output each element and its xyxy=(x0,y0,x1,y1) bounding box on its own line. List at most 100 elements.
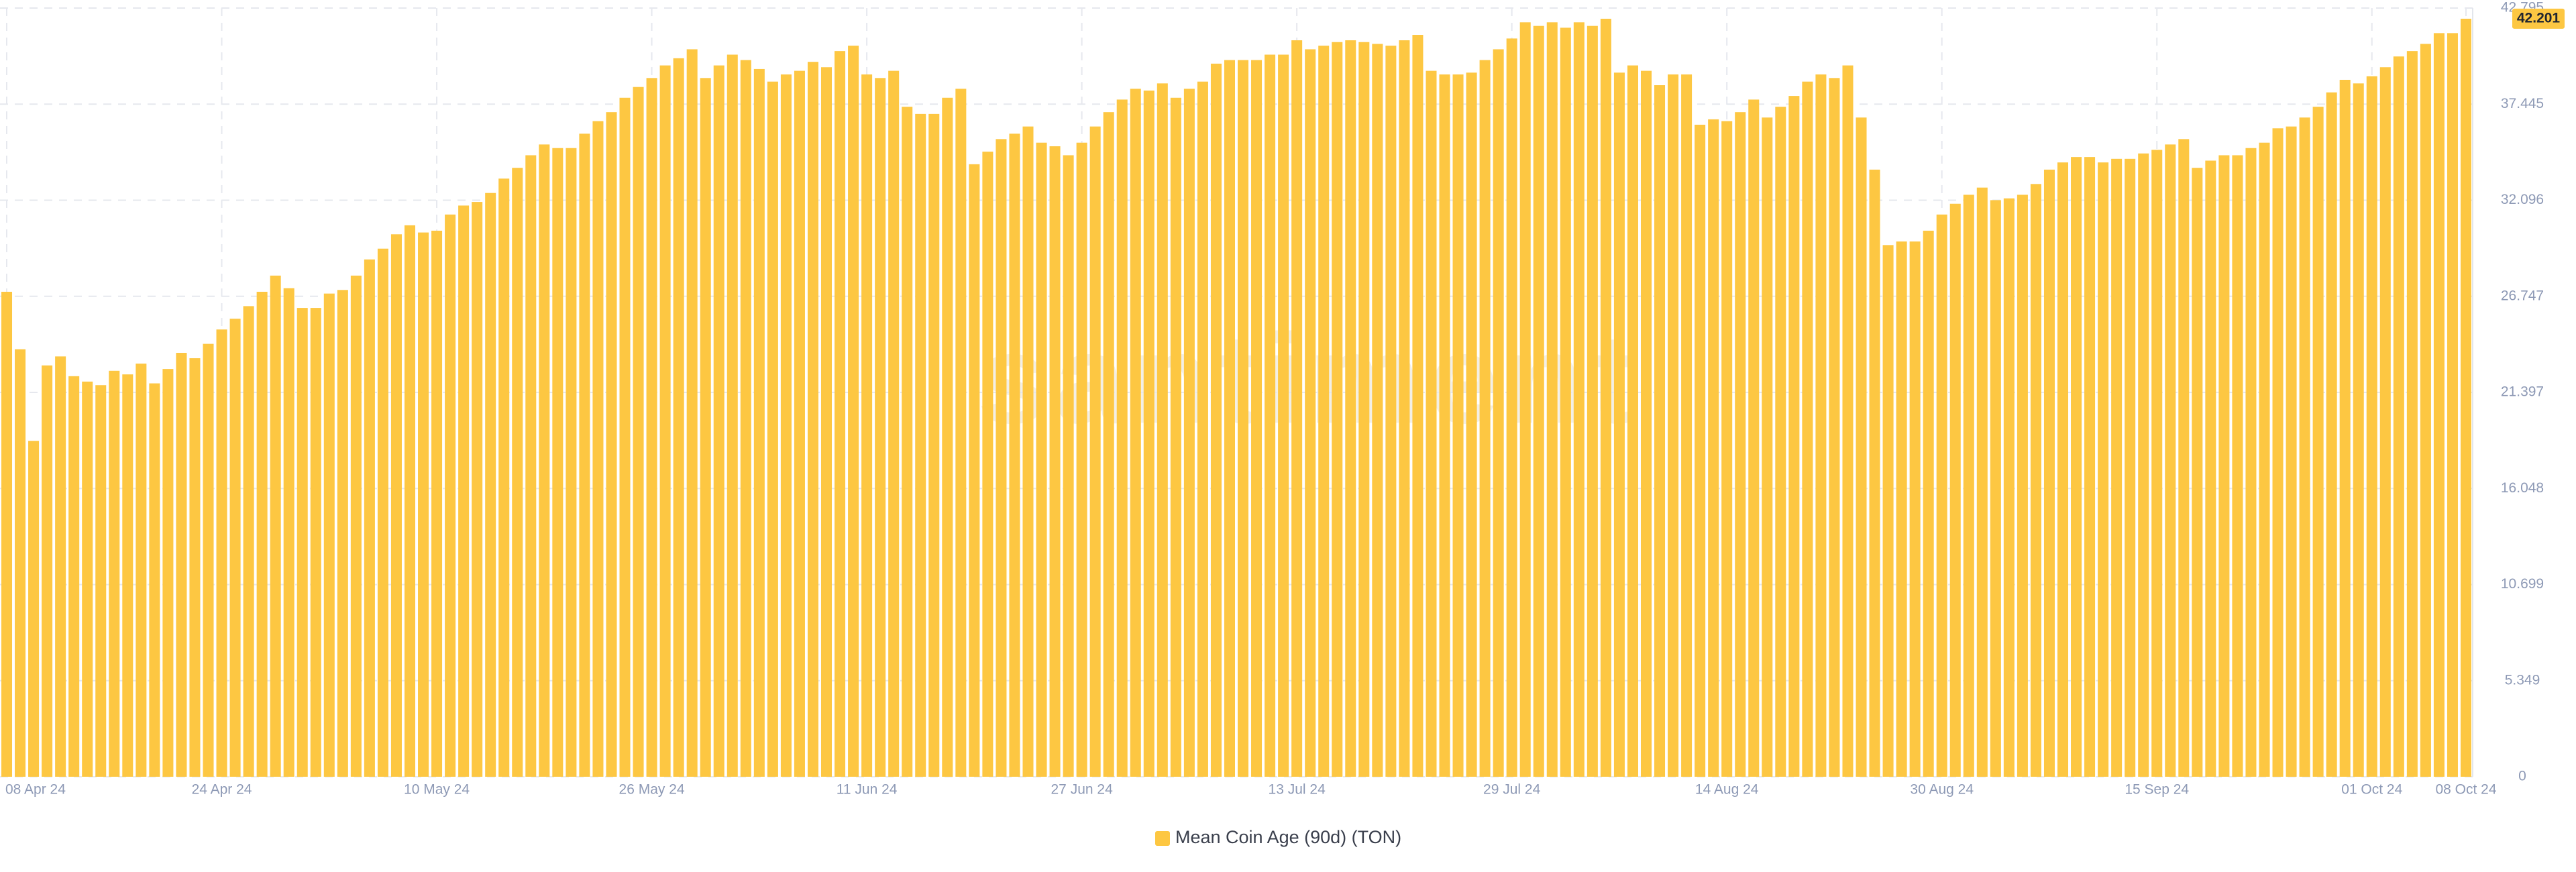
bar xyxy=(1493,49,1504,777)
bar xyxy=(1923,230,1934,777)
bar xyxy=(2312,107,2324,777)
bar xyxy=(390,234,402,777)
x-tick-label: 29 Jul 24 xyxy=(1483,782,1541,798)
bar xyxy=(15,349,26,777)
y-tick-label: 32.096 xyxy=(2501,192,2544,207)
bar xyxy=(1466,72,1477,777)
bar xyxy=(1412,35,1424,777)
bar xyxy=(2259,142,2270,777)
bar xyxy=(1170,97,1181,777)
bar xyxy=(1613,72,1625,777)
bar xyxy=(848,46,859,777)
y-tick-label: 21.397 xyxy=(2501,384,2544,400)
bar xyxy=(1802,81,1813,777)
bar xyxy=(753,68,765,777)
x-tick-label: 30 Aug 24 xyxy=(1910,782,1974,798)
bar xyxy=(1143,91,1155,777)
bar xyxy=(2245,148,2257,777)
bar xyxy=(1291,40,1303,777)
bar xyxy=(2043,169,2055,777)
bar xyxy=(445,214,456,777)
bar xyxy=(1721,121,1733,777)
legend-label: Mean Coin Age (90d) (TON) xyxy=(1175,827,1401,847)
last-value-label: 42.201 xyxy=(2517,10,2561,25)
bar xyxy=(512,168,523,777)
bar xyxy=(1735,112,1746,777)
bar xyxy=(525,155,537,777)
bar xyxy=(162,369,174,777)
bar xyxy=(1869,169,1880,777)
bar xyxy=(1197,81,1208,777)
bar xyxy=(1063,155,1074,777)
bar xyxy=(68,376,80,777)
x-tick-label: 11 Jun 24 xyxy=(837,782,898,798)
bar xyxy=(216,329,227,777)
bar xyxy=(2366,76,2377,777)
bar xyxy=(283,288,294,777)
bar xyxy=(740,60,751,777)
bar xyxy=(1775,107,1786,777)
bar xyxy=(996,139,1007,777)
bar xyxy=(2433,33,2445,777)
x-tick-label: 10 May 24 xyxy=(404,782,470,798)
bar xyxy=(2098,162,2109,777)
bar xyxy=(1627,65,1638,777)
bar xyxy=(28,441,40,777)
bar xyxy=(1358,42,1370,777)
bar xyxy=(1990,200,2001,777)
y-tick-label: 37.445 xyxy=(2501,96,2544,111)
x-tick-label: 14 Aug 24 xyxy=(1695,782,1759,798)
legend: Mean Coin Age (90d) (TON) xyxy=(1155,827,1401,847)
bar xyxy=(2339,79,2351,777)
bar xyxy=(2030,184,2041,777)
bar xyxy=(807,62,818,777)
bar xyxy=(727,54,738,777)
last-value-marker xyxy=(2512,8,2565,29)
bar xyxy=(1305,49,1316,777)
bar xyxy=(1210,63,1222,777)
bar xyxy=(1345,40,1356,777)
bar xyxy=(1519,22,1531,777)
bar xyxy=(136,364,147,777)
bar xyxy=(1842,65,1854,777)
bar xyxy=(297,308,308,777)
y-tick-label: 5.349 xyxy=(2505,672,2540,688)
bar xyxy=(1681,74,1693,777)
bar xyxy=(633,87,644,777)
bar xyxy=(2232,155,2243,777)
bar xyxy=(498,178,510,777)
bar xyxy=(364,259,375,777)
bar xyxy=(673,58,684,777)
bar xyxy=(875,78,886,777)
bar xyxy=(122,374,133,777)
bar xyxy=(1278,54,1289,777)
bar xyxy=(1385,46,1397,777)
bar xyxy=(1009,133,1020,777)
bar xyxy=(2379,67,2391,777)
bar xyxy=(1,291,13,777)
bar xyxy=(472,202,483,777)
bar xyxy=(1748,99,1760,777)
bar xyxy=(2071,157,2082,777)
bar xyxy=(606,112,617,777)
x-tick-label: 01 Oct 24 xyxy=(2341,782,2402,798)
bar xyxy=(539,144,550,777)
bar xyxy=(2125,158,2136,777)
bar xyxy=(243,306,254,777)
bar xyxy=(2272,128,2284,777)
bar xyxy=(1103,112,1114,777)
bar xyxy=(1708,119,1719,777)
bar xyxy=(619,97,631,777)
bar xyxy=(1909,241,1921,777)
bar xyxy=(418,232,429,777)
bar xyxy=(1668,74,1679,777)
bar xyxy=(1573,22,1585,777)
bar xyxy=(1049,146,1061,777)
bar xyxy=(377,248,388,777)
bar xyxy=(149,383,160,777)
legend-swatch xyxy=(1155,831,1170,846)
bar xyxy=(579,133,590,777)
bar xyxy=(2326,92,2337,777)
bar xyxy=(2447,33,2458,777)
bar xyxy=(42,365,53,777)
